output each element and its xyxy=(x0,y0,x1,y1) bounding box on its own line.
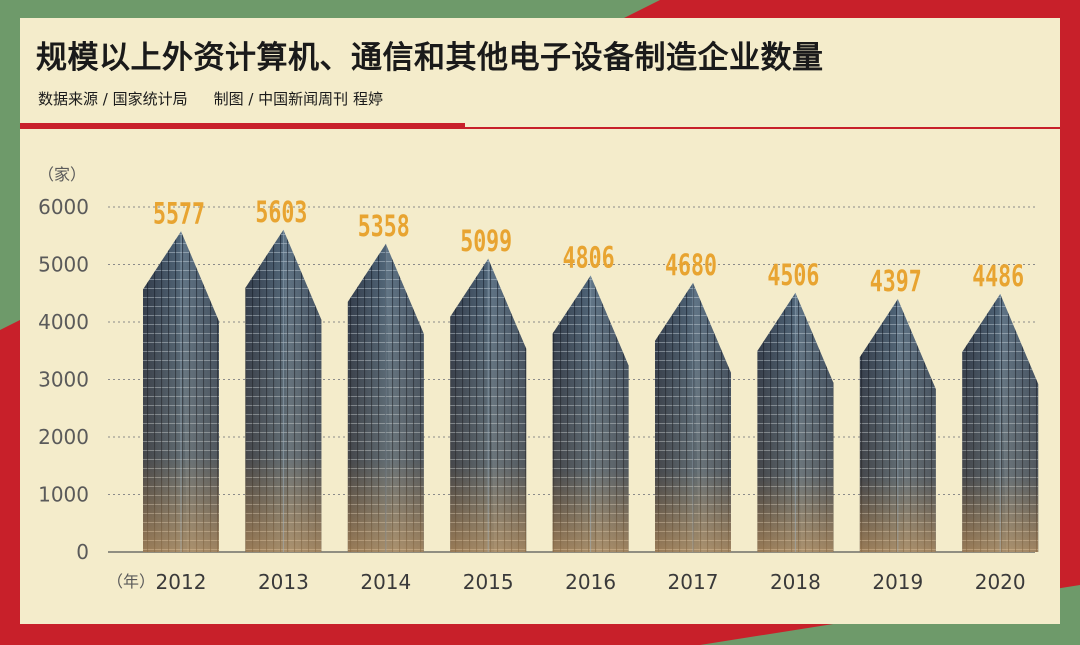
value-label: 4486 xyxy=(972,260,1024,294)
value-label: 4806 xyxy=(563,241,615,275)
value-label: 5577 xyxy=(153,197,205,231)
x-axis-label: （年） xyxy=(107,572,155,591)
chart-subtitle: 数据来源 / 国家统计局 制图 / 中国新闻周刊 程婷 xyxy=(38,88,383,109)
x-tick-label: 2017 xyxy=(668,570,719,594)
bar xyxy=(347,243,424,553)
value-label: 5603 xyxy=(255,196,307,230)
bar xyxy=(552,275,629,552)
bar xyxy=(757,292,834,552)
x-tick-label: 2019 xyxy=(872,570,923,594)
x-tick-label: 2013 xyxy=(258,570,309,594)
x-tick-label: 2012 xyxy=(156,570,207,594)
bar xyxy=(450,258,527,552)
bar xyxy=(245,229,322,552)
bar xyxy=(143,231,219,552)
chart-title: 规模以上外资计算机、通信和其他电子设备制造企业数量 xyxy=(36,40,824,76)
header-rule-thick xyxy=(20,123,465,129)
y-tick-label: 6000 xyxy=(38,195,89,219)
bar xyxy=(655,282,731,552)
value-label: 5358 xyxy=(358,210,410,244)
y-tick-label: 0 xyxy=(76,540,89,564)
y-tick-label: 1000 xyxy=(38,483,89,507)
x-tick-label: 2020 xyxy=(975,570,1026,594)
value-label: 4680 xyxy=(665,249,717,283)
y-tick-label: 2000 xyxy=(38,425,89,449)
value-label: 5099 xyxy=(460,225,512,259)
x-tick-label: 2014 xyxy=(360,570,411,594)
y-tick-label: 4000 xyxy=(38,310,89,334)
x-tick-label: 2018 xyxy=(770,570,821,594)
y-tick-label: 5000 xyxy=(38,253,89,277)
y-tick-label: 3000 xyxy=(38,368,89,392)
bar xyxy=(962,294,1039,552)
x-tick-label: 2015 xyxy=(463,570,514,594)
bar xyxy=(859,299,936,552)
designer-credit: 制图 / 中国新闻周刊 程婷 xyxy=(213,90,383,108)
y-axis-label: （家） xyxy=(38,165,86,184)
source-credit: 数据来源 / 国家统计局 xyxy=(38,90,188,108)
value-label: 4506 xyxy=(767,259,819,293)
x-tick-label: 2016 xyxy=(565,570,616,594)
header-rule-thin xyxy=(20,127,1060,129)
value-label: 4397 xyxy=(870,265,922,299)
